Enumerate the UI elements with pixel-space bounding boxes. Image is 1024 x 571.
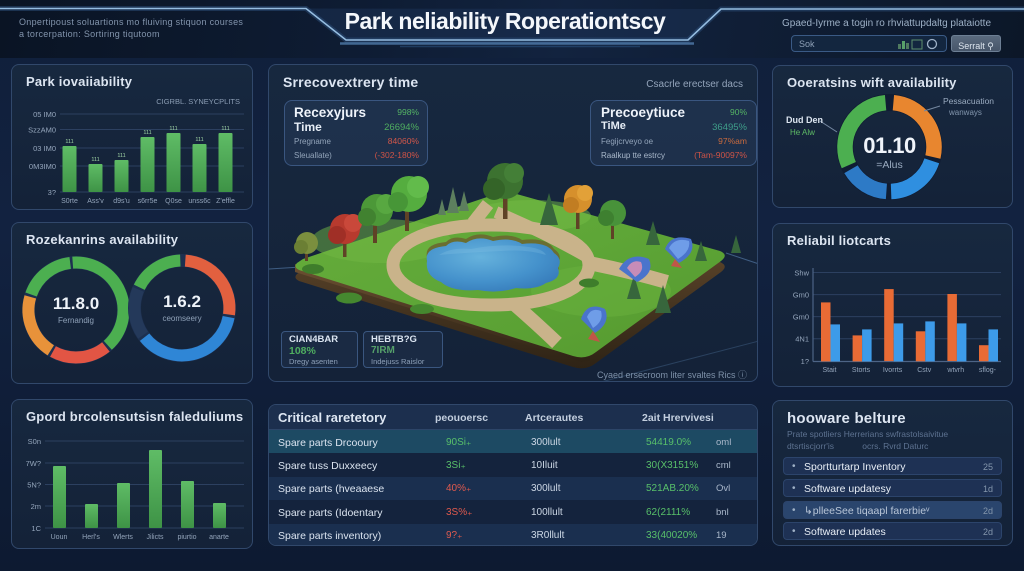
svg-text:111: 111	[117, 153, 125, 159]
svg-text:Shw: Shw	[794, 269, 809, 278]
svg-text:0M3IM0: 0M3IM0	[29, 162, 56, 171]
svg-text:Pessacuation: Pessacuation	[943, 96, 994, 106]
svg-text:ceomseery: ceomseery	[162, 314, 201, 323]
svg-text:S0n: S0n	[28, 437, 41, 446]
svg-text:03 IM0: 03 IM0	[33, 144, 56, 153]
svg-text:wtvrh: wtvrh	[946, 367, 964, 374]
svg-text:111: 111	[221, 126, 229, 132]
svg-text:SzzAM0: SzzAM0	[28, 126, 56, 135]
svg-text:111: 111	[65, 139, 73, 145]
svg-text:piurtio: piurtio	[177, 534, 196, 541]
svg-text:S0rte: S0rte	[61, 198, 78, 205]
svg-text:sflog-: sflog-	[979, 367, 997, 374]
svg-text:Fernandig: Fernandig	[58, 316, 94, 325]
svg-text:d9s'u: d9s'u	[113, 198, 130, 205]
svg-text:5N?: 5N?	[27, 481, 41, 490]
svg-text:Q0se: Q0se	[165, 198, 182, 205]
svg-text:Dud Den: Dud Den	[786, 115, 823, 125]
svg-text:4N1: 4N1	[795, 335, 809, 344]
svg-text:Herl's: Herl's	[82, 534, 100, 541]
svg-text:1?: 1?	[801, 357, 809, 366]
svg-text:Jilicts: Jilicts	[146, 534, 164, 541]
svg-text:Storts: Storts	[852, 367, 871, 374]
svg-text:=Alus: =Alus	[876, 159, 903, 171]
svg-text:11.8.0: 11.8.0	[53, 294, 99, 313]
svg-text:1C: 1C	[31, 524, 41, 533]
svg-text:Cstv: Cstv	[917, 367, 932, 374]
svg-text:Z'effle: Z'effle	[216, 198, 235, 205]
svg-text:Ivorrts: Ivorrts	[883, 367, 903, 374]
svg-text:Uoun: Uoun	[51, 534, 68, 541]
svg-text:1.6.2: 1.6.2	[163, 292, 201, 311]
svg-text:05 IM0: 05 IM0	[33, 110, 56, 119]
svg-text:Wlerts: Wlerts	[113, 534, 133, 541]
svg-text:2m: 2m	[31, 502, 41, 511]
svg-text:Ass'v: Ass'v	[87, 198, 104, 205]
svg-text:111: 111	[169, 126, 177, 132]
svg-text:He Alw: He Alw	[790, 128, 815, 137]
svg-text:s6rr5e: s6rr5e	[138, 198, 158, 205]
svg-text:111: 111	[195, 137, 203, 143]
svg-text:111: 111	[91, 157, 99, 163]
svg-text:Gm0: Gm0	[793, 313, 809, 322]
svg-text:anarte: anarte	[209, 534, 229, 541]
svg-text:Stait: Stait	[822, 367, 836, 374]
svg-text:wanways: wanways	[948, 108, 982, 117]
svg-text:7W?: 7W?	[26, 459, 41, 468]
svg-text:111: 111	[143, 130, 151, 136]
svg-text:Gm0: Gm0	[793, 291, 809, 300]
svg-text:01.10: 01.10	[863, 133, 916, 158]
svg-text:3?: 3?	[48, 188, 56, 197]
svg-text:unss6c: unss6c	[188, 198, 211, 205]
